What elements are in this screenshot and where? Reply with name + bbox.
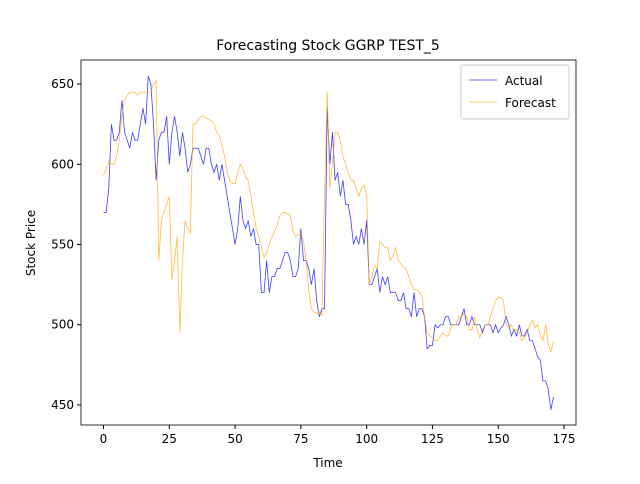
y-tick-label: 650 <box>51 77 74 91</box>
legend-box <box>460 64 570 120</box>
line-series <box>103 79 554 354</box>
x-tick-label: 50 <box>227 432 242 446</box>
x-tick-label: 150 <box>487 432 510 446</box>
x-tick-label: 25 <box>162 432 177 446</box>
x-tick-label: 0 <box>100 432 108 446</box>
legend-label: Forecast <box>505 96 556 110</box>
y-axis-label: Stock Price <box>24 210 38 276</box>
legend-label: Actual <box>505 74 543 88</box>
x-tick-label: 175 <box>553 432 576 446</box>
x-axis-label: Time <box>312 456 342 470</box>
y-tick-label: 500 <box>51 318 74 332</box>
x-tick-label: 125 <box>421 432 444 446</box>
x-tick-label: 75 <box>293 432 308 446</box>
y-tick-label: 450 <box>51 398 74 412</box>
axes-frame <box>80 59 577 426</box>
y-tick-label: 600 <box>51 157 74 171</box>
y-tick-label: 550 <box>51 238 74 252</box>
chart-title: Forecasting Stock GGRP TEST_5 <box>216 38 440 54</box>
x-tick-label: 100 <box>355 432 378 446</box>
